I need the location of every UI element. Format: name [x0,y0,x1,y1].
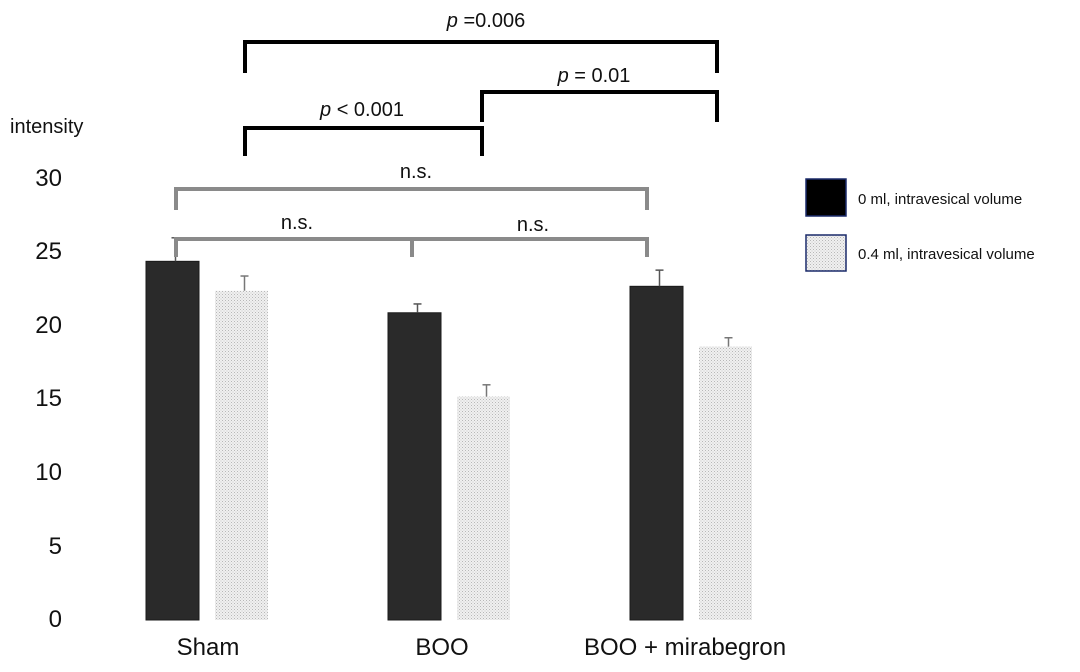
y-tick-label-25: 25 [35,238,62,265]
bar-boo-0ml [387,312,442,621]
p-symbol: p [446,10,458,32]
y-tick-label-5: 5 [49,533,62,560]
ns-bracket-sham-vs-boo-mirabegron [174,187,649,210]
y-tick-label-30: 30 [35,165,62,192]
legend: 0 ml, intravesical volume 0.4 ml, intrav… [805,178,1035,272]
p-value-text: < 0.001 [331,99,404,121]
y-tick-label-20: 20 [35,312,62,339]
bracket-boo-vs-boo-mirabegron [480,90,719,122]
ns-brackets [174,187,649,257]
bar-boo-04ml [457,396,510,620]
category-label-sham: Sham [177,634,240,661]
y-tick-label-15: 15 [35,385,62,412]
x-axis-categories: Sham BOO BOO + mirabegron [177,634,786,661]
y-tick-label-10: 10 [35,459,62,486]
category-label-boo: BOO [415,634,468,661]
legend-label-0ml: 0 ml, intravesical volume [858,191,1022,208]
legend-swatch-04ml [805,234,847,272]
p-symbol: p [557,65,569,87]
bracket-sham-vs-boo [243,126,484,156]
legend-swatch-0ml [805,178,847,217]
bar-boo-mirabegron-0ml [629,285,684,621]
bars-group [145,260,752,621]
ns-label-right: n.s. [517,214,549,236]
bar-sham-0ml [145,260,200,621]
p-value-text: = 0.01 [569,65,631,87]
annotation-p-lt-0001: p < 0.001 [319,99,404,121]
bar-sham-04ml [215,290,268,620]
annotation-p-001: p = 0.01 [557,65,631,87]
bracket-sham-vs-boo-mirabegron [243,40,719,73]
ns-label-top: n.s. [400,161,432,183]
annotation-p-0006: p =0.006 [446,10,525,32]
category-label-boo-mirabegron: BOO + mirabegron [584,634,786,661]
legend-label-04ml: 0.4 ml, intravesical volume [858,246,1035,263]
ns-bracket-sham-vs-boo [174,237,414,257]
ns-bracket-boo-vs-boo-mirabegron [412,237,649,257]
y-axis-ticks: 0 5 10 15 20 25 30 [35,165,62,633]
bar-boo-mirabegron-04ml [699,346,752,620]
p-symbol: p [319,99,331,121]
y-tick-label-0: 0 [49,606,62,633]
ns-label-left: n.s. [281,212,313,234]
y-axis-label: intensity [10,116,83,138]
significance-brackets [243,40,719,156]
p-value-text: =0.006 [458,10,525,32]
